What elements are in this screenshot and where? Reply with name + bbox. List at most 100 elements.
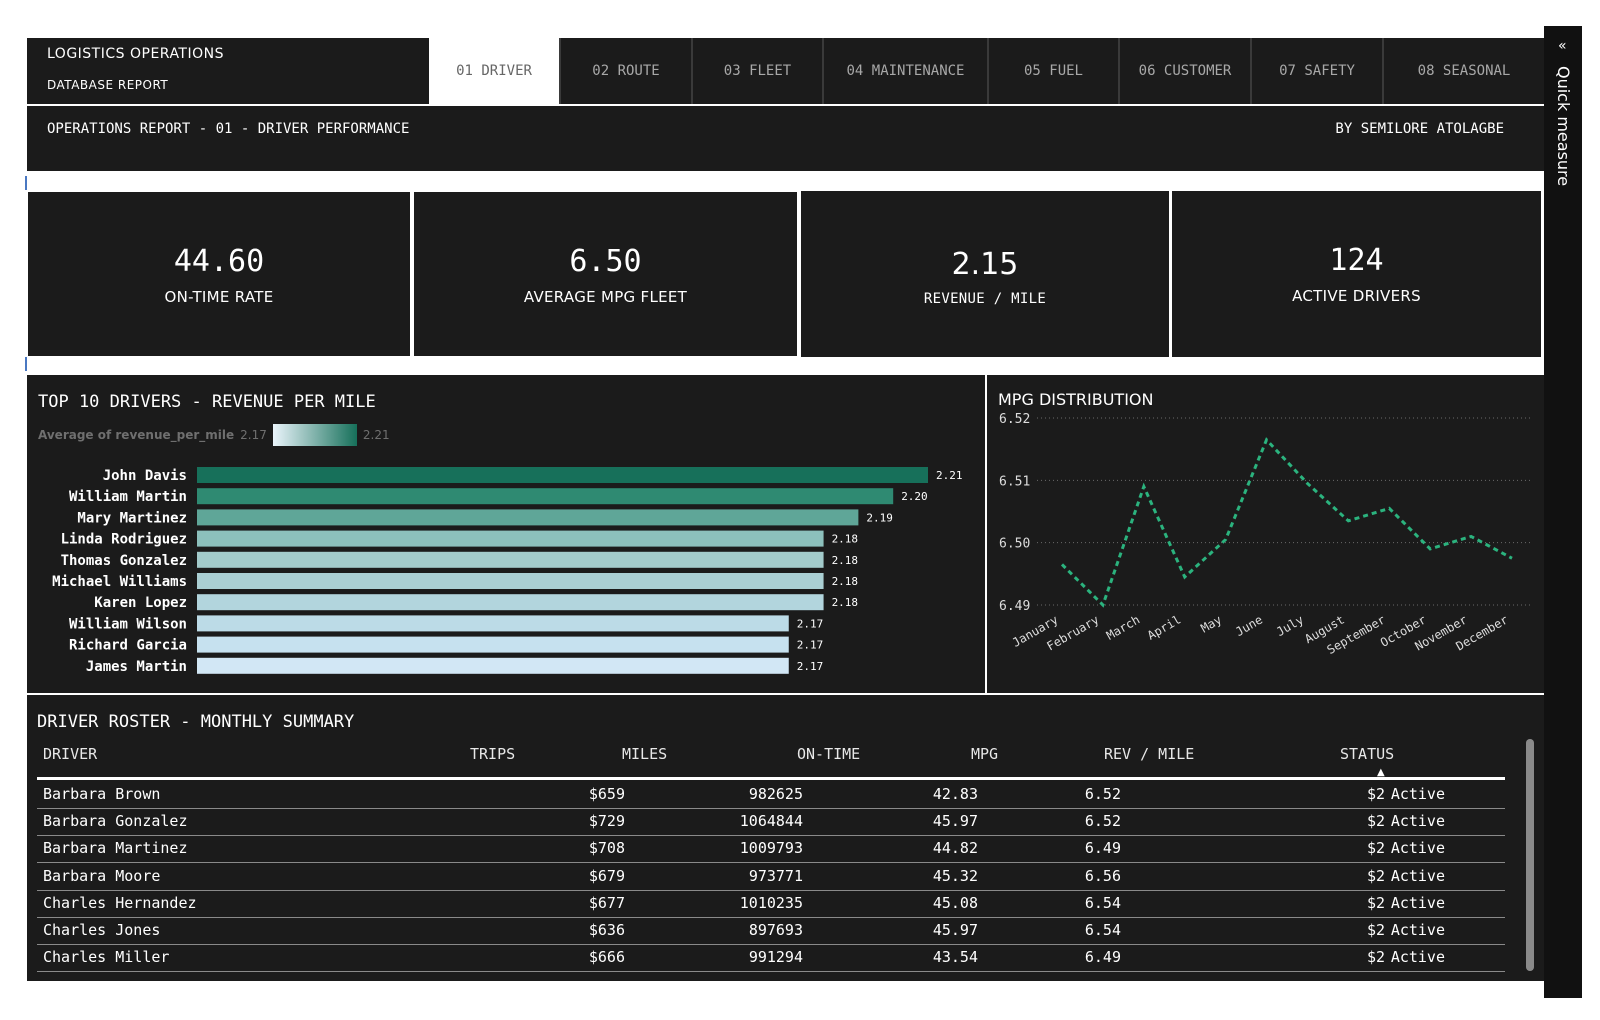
bar[interactable] [197, 488, 894, 505]
cell-rev: $2 [1366, 921, 1385, 939]
bar[interactable] [197, 594, 824, 611]
column-header-status[interactable]: STATUS [1340, 745, 1395, 763]
bar-data-label: 2.19 [866, 511, 893, 524]
bar[interactable] [197, 551, 824, 568]
tab-02-route[interactable]: 02 ROUTE [561, 38, 693, 104]
tab-01-driver[interactable]: 01 DRIVER [429, 38, 561, 104]
quick-measure-label[interactable]: Quick measure [1554, 66, 1573, 187]
top-drivers-chart[interactable]: TOP 10 DRIVERS - REVENUE PER MILE Averag… [27, 375, 985, 693]
series-line-mpg[interactable] [1060, 437, 1513, 608]
cell-miles: 982625 [748, 785, 803, 803]
bar[interactable] [197, 467, 928, 483]
column-header-trips[interactable]: TRIPS [470, 745, 516, 763]
cell-ontime: 45.32 [932, 866, 978, 885]
bar[interactable] [197, 509, 859, 526]
chevron-double-left-icon[interactable]: « [1558, 38, 1567, 54]
cell-ontime: 44.82 [932, 839, 978, 858]
color-legend: Average of revenue_per_mile 2.17 2.21 [38, 424, 390, 446]
cell-driver: Charles Miller [43, 948, 170, 967]
cell-trips: $679 [588, 866, 625, 885]
cell-mpg: 6.54 [1084, 893, 1121, 912]
bar-category-label: William Wilson [69, 616, 187, 632]
cell-mpg: 6.56 [1084, 866, 1121, 885]
chart-title: MPG DISTRIBUTION [998, 390, 1154, 409]
bar-category-label: John Davis [103, 468, 187, 484]
scrollbar-thumb[interactable] [1526, 739, 1534, 971]
table-row[interactable]: Barbara Moore $679 973771 45.32 6.56 $2 Active [37, 863, 1505, 891]
sort-ascending-icon[interactable]: ▲ [1377, 767, 1385, 778]
tab-08-seasonal[interactable]: 08 SEASONAL [1384, 38, 1544, 104]
x-tick-label: May [1198, 612, 1224, 635]
bar-data-label: 2.18 [832, 554, 859, 567]
kpi-label: ACTIVE DRIVERS [1292, 287, 1421, 305]
column-header-miles[interactable]: MILES [622, 745, 668, 763]
x-tick-label: April [1145, 612, 1183, 642]
column-header-driver[interactable]: DRIVER [43, 745, 98, 763]
legend-max: 2.21 [362, 428, 390, 442]
cell-mpg: 6.52 [1084, 812, 1121, 831]
cell-miles: 973771 [748, 866, 803, 885]
tab-04-maintenance[interactable]: 04 MAINTENANCE [824, 38, 989, 104]
bar-data-label: 2.20 [901, 490, 928, 503]
cell-driver: Barbara Martinez [43, 839, 188, 858]
table-row[interactable]: Charles Jones $636 897693 45.97 6.54 $2 Active [37, 917, 1505, 945]
kpi-card-average-mpg[interactable]: 6.50 AVERAGE MPG FLEET [414, 192, 797, 356]
cell-driver: Charles Hernandez [43, 893, 197, 912]
cell-ontime: 42.83 [932, 785, 978, 803]
cell-trips: $677 [588, 893, 625, 912]
cell-status: Active [1390, 812, 1445, 831]
column-header-rev-mile[interactable]: REV / MILE [1104, 745, 1195, 763]
tab-05-fuel[interactable]: 05 FUEL [989, 38, 1120, 104]
cell-miles: 1064844 [739, 812, 803, 831]
mpg-distribution-chart[interactable]: MPG DISTRIBUTION 6.52 6.51 6.50 6.49 January… [987, 375, 1544, 693]
bar-data-label: 2.18 [832, 575, 859, 588]
brand-subtitle: DATABASE REPORT [47, 78, 169, 92]
accent-marker [25, 357, 27, 371]
cell-ontime: 43.54 [932, 948, 978, 967]
cell-trips: $636 [588, 921, 625, 939]
bar[interactable] [197, 530, 824, 547]
cell-miles: 897693 [748, 921, 803, 939]
cell-mpg: 6.49 [1084, 948, 1121, 967]
table-row[interactable]: Charles Hernandez $677 1010235 45.08 6.54 $2 A… [37, 890, 1505, 918]
report-tabs: 01 DRIVER 02 ROUTE 03 FLEET 04 MAINTENANCE 0… [429, 38, 1544, 104]
cell-status: Active [1390, 948, 1445, 967]
bar-category-label: Richard Garcia [69, 638, 187, 654]
tab-06-customer[interactable]: 06 CUSTOMER [1120, 38, 1252, 104]
cell-ontime: 45.97 [932, 812, 978, 831]
bar-category-label: Linda Rodriguez [61, 532, 187, 548]
cell-rev: $2 [1366, 948, 1385, 967]
tab-03-fleet[interactable]: 03 FLEET [693, 38, 824, 104]
cell-trips: $708 [588, 839, 625, 858]
bar[interactable] [197, 636, 789, 653]
kpi-card-on-time-rate[interactable]: 44.60 ON-TIME RATE [28, 192, 410, 356]
bar-category-label: Mary Martinez [77, 510, 187, 526]
kpi-card-revenue-per-mile[interactable]: 2.15 REVENUE / MILE [801, 191, 1169, 357]
cell-status: Active [1390, 893, 1445, 912]
bar[interactable] [197, 657, 789, 674]
cell-ontime: 45.08 [932, 893, 978, 912]
x-tick-label: March [1104, 612, 1142, 642]
table-row[interactable]: Barbara Brown $659 982625 42.83 6.52 $2 Active [37, 781, 1505, 809]
kpi-card-active-drivers[interactable]: 124 ACTIVE DRIVERS [1172, 191, 1541, 357]
kpi-label: REVENUE / MILE [923, 291, 1047, 307]
bar[interactable] [197, 573, 824, 589]
cell-mpg: 6.52 [1084, 785, 1121, 803]
cell-rev: $2 [1366, 785, 1385, 803]
column-header-on-time[interactable]: ON-TIME [797, 745, 861, 763]
column-header-mpg[interactable]: MPG [971, 745, 999, 763]
bar-category-label: Karen Lopez [94, 595, 187, 611]
table-row[interactable]: Barbara Martinez $708 1009793 44.82 6.49 $2 Ac… [37, 835, 1505, 864]
bar[interactable] [197, 615, 789, 632]
quick-measure-pane[interactable]: « Quick measure [1544, 26, 1582, 998]
y-tick-label: 6.52 [999, 412, 1030, 427]
tab-07-safety[interactable]: 07 SAFETY [1252, 38, 1384, 104]
table-row[interactable]: Charles Miller $666 991294 43.54 6.49 $2 Activ… [37, 944, 1505, 973]
bar-chart-svg: John Davis 2.21 William Martin 2.20 Mary Mar… [52, 467, 963, 675]
table-row[interactable]: Barbara Gonzalez $729 1064844 45.97 6.52 $2 Ac… [37, 808, 1505, 837]
cell-status: Active [1390, 866, 1445, 885]
table-scrollbar[interactable] [1526, 739, 1534, 971]
report-author: BY SEMILORE ATOLAGBE [1335, 121, 1504, 137]
y-tick-label: 6.51 [999, 474, 1030, 489]
